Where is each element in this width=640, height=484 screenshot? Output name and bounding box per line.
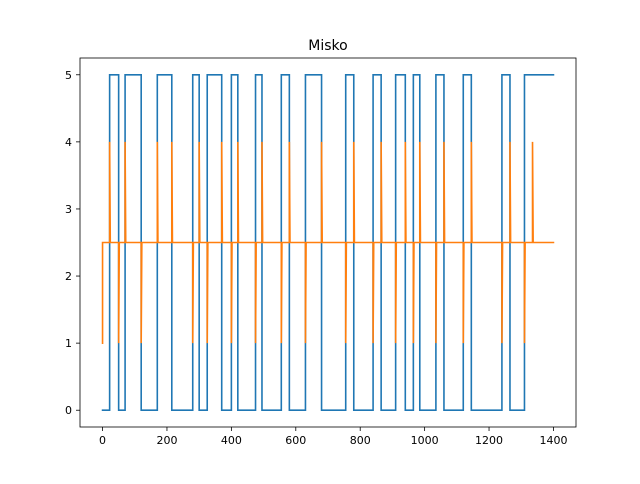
- chart-title: Misko: [308, 38, 347, 54]
- x-tick-label: 0: [99, 434, 106, 447]
- x-tick-label: 1200: [475, 434, 503, 447]
- y-tick-label: 1: [65, 337, 72, 350]
- axes-layer: 0 200 400 600 800 1000 1200 1400 0 1 2 3 4 5: [65, 57, 577, 447]
- y-tick-label: 5: [65, 69, 72, 82]
- plot-frame: [79, 57, 577, 428]
- y-tick-label: 0: [65, 404, 72, 417]
- series-2-line: [101, 141, 555, 344]
- y-tick-label: 4: [65, 136, 72, 149]
- y-tick-label: 3: [65, 203, 72, 216]
- x-tick-label: 400: [221, 434, 242, 447]
- x-tick-label: 200: [156, 434, 177, 447]
- x-tick-label: 1000: [411, 434, 439, 447]
- x-tick-label: 800: [350, 434, 371, 447]
- y-tick-label: 2: [65, 270, 72, 283]
- series-layer: [101, 73, 555, 412]
- x-tick-label: 600: [285, 434, 306, 447]
- x-tick-label: 1400: [539, 434, 567, 447]
